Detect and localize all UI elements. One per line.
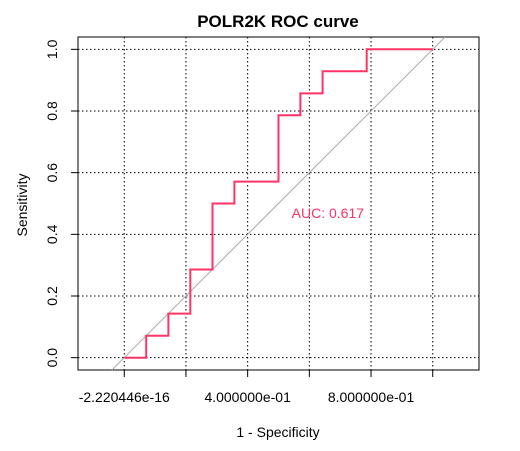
y-tick-label: 0.0 (44, 348, 60, 368)
axes: -2.220446e-16 4.000000e-01 8.000000e-01 0.0… (44, 39, 434, 405)
x-tick-label: 4.000000e-01 (204, 389, 291, 405)
series-layer (111, 36, 446, 371)
chance-diagonal (111, 36, 446, 371)
y-tick-label: 0.6 (44, 163, 60, 183)
y-tick-label: 0.2 (44, 286, 60, 306)
auc-annotation: AUC: 0.617 (292, 205, 365, 221)
x-axis-label: 1 - Specificity (236, 424, 319, 440)
y-tick-label: 0.8 (44, 101, 60, 121)
plot-frame (77, 36, 480, 371)
x-tick-label: -2.220446e-16 (79, 389, 170, 405)
roc-curve (124, 48, 433, 359)
x-tick-label: 8.000000e-01 (328, 389, 415, 405)
y-axis-label: Sensitivity (14, 173, 30, 236)
y-tick-label: 1.0 (44, 39, 60, 59)
chart-title: POLR2K ROC curve (197, 12, 359, 31)
y-tick-label: 0.4 (44, 224, 60, 244)
